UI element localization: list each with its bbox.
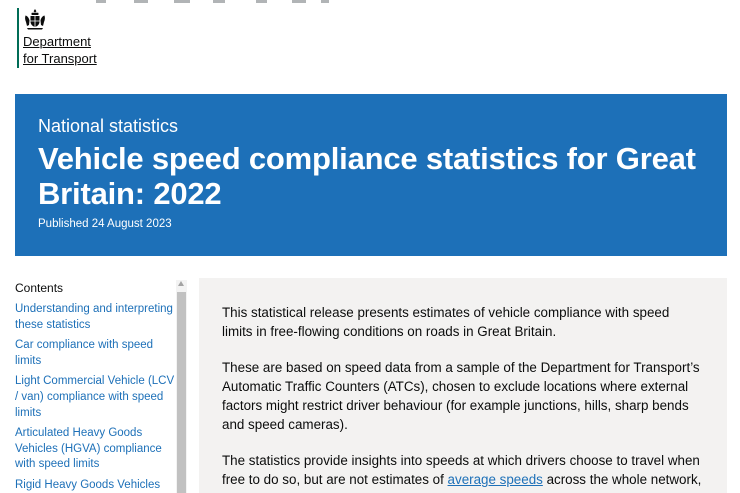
summary-paragraph-2: These are based on speed data from a sam…: [222, 359, 700, 433]
org-name-line-1[interactable]: Department: [23, 34, 91, 49]
contents-scrollbar[interactable]: [176, 280, 187, 493]
summary-text: across the whole network, which are avai…: [222, 472, 702, 493]
scrollbar-thumb[interactable]: [177, 292, 186, 493]
contents-link-lcv-compliance[interactable]: Light Commercial Vehicle (LCV / van) com…: [15, 375, 175, 419]
contents-link-car-compliance[interactable]: Car compliance with speed limits: [15, 339, 154, 367]
scroll-up-arrow-icon[interactable]: [178, 281, 184, 286]
summary-text: The statistics provide insights into spe…: [222, 452, 700, 488]
average-speeds-link[interactable]: average speeds: [447, 472, 543, 488]
summary-panel: This statistical release presents estima…: [199, 278, 727, 493]
document-type-label: National statistics: [38, 116, 179, 136]
org-name-line-2[interactable]: for Transport: [23, 51, 97, 66]
contents-list: Contents Understanding and interpreting …: [15, 280, 177, 493]
contents-link-understanding[interactable]: Understanding and interpreting these sta…: [15, 303, 173, 331]
organisation-logo[interactable]: Department for Transport: [17, 8, 97, 68]
title-banner: National statistics Vehicle speed compli…: [15, 94, 727, 256]
contents-item: Articulated Heavy Goods Vehicles (HGVA) …: [15, 426, 177, 473]
contents-link-hgva-compliance[interactable]: Articulated Heavy Goods Vehicles (HGVA) …: [15, 427, 162, 471]
contents-item: Understanding and interpreting these sta…: [15, 302, 177, 333]
contents-item: Rigid Heavy Goods Vehicles: [15, 478, 177, 493]
published-date: Published 24 August 2023: [38, 218, 172, 230]
royal-coat-of-arms-icon: [25, 9, 45, 30]
summary-paragraph-3: The statistics provide insights into spe…: [222, 451, 703, 493]
contents-link-rigid-hgv[interactable]: Rigid Heavy Goods Vehicles: [15, 478, 161, 491]
contents-heading: Contents: [15, 281, 64, 295]
top-clipped-fragments: [96, 0, 336, 3]
contents-item: Light Commercial Vehicle (LCV / van) com…: [15, 374, 177, 421]
summary-paragraph-1: This statistical release presents estima…: [222, 305, 670, 340]
page-title: Vehicle speed compliance statistics for …: [38, 141, 696, 211]
contents-item: Car compliance with speed limits: [15, 338, 177, 369]
